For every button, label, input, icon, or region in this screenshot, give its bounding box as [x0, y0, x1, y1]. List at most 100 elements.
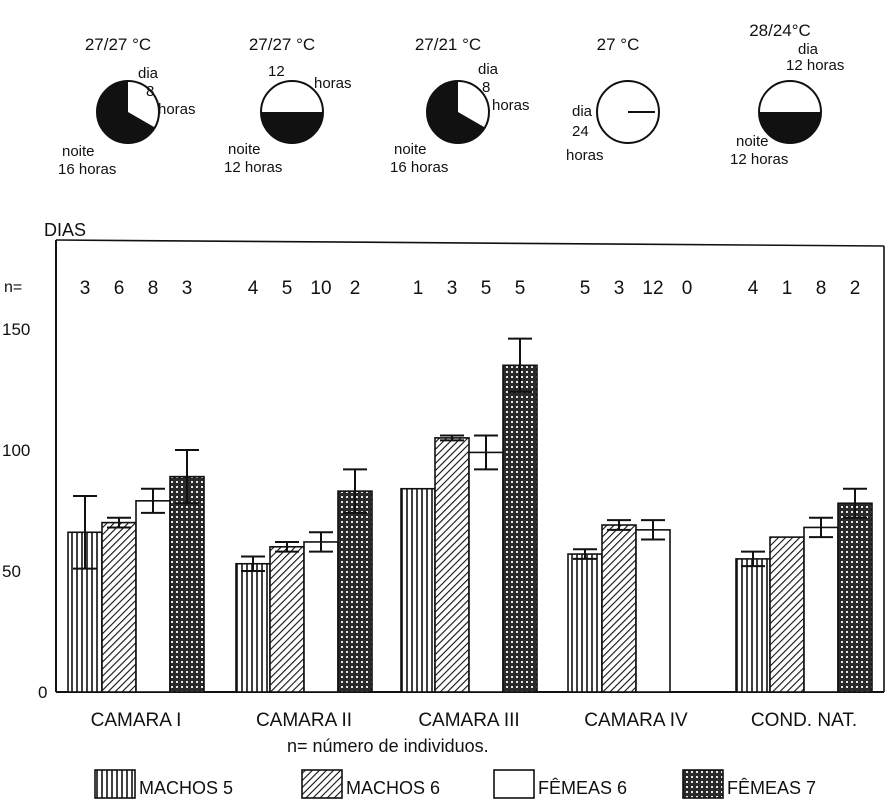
n-value: 3	[80, 278, 91, 299]
photoperiod-panel: 27/27 °C	[85, 35, 160, 144]
bar	[635, 529, 671, 693]
y-tick-label: 100	[2, 441, 30, 460]
bar	[400, 487, 436, 693]
day-label: dia	[478, 61, 499, 78]
y-ticks: 0 50 100 150	[2, 320, 47, 702]
n-value: 10	[310, 278, 331, 299]
y-axis-label: DIAS	[44, 220, 86, 240]
photoperiod-temperature: 27/21 °C	[415, 35, 481, 54]
night-sector	[426, 81, 485, 144]
bar	[601, 524, 637, 693]
day-hours: 12 horas	[786, 57, 844, 74]
legend-swatch	[301, 769, 343, 799]
legend-label: FÊMEAS 7	[727, 778, 816, 798]
day-hours: 24	[572, 123, 589, 140]
day-label: dia	[572, 103, 593, 120]
day-hours: 12	[268, 63, 285, 80]
bar	[337, 490, 373, 693]
n-value: 1	[413, 278, 424, 299]
bar	[303, 541, 339, 693]
photoperiod-panel: 27/21 °C	[415, 35, 490, 144]
n-values-row: 3 6 8 3 4 5 10 2 1 3 5 5 5 3 12 0 4 1 8 2	[80, 278, 861, 299]
bars	[67, 364, 873, 693]
legend-swatch	[682, 769, 724, 799]
n-value: 5	[515, 278, 526, 299]
photoperiod-panel: 27/27 °C	[249, 35, 324, 144]
night-hours: 16 horas	[58, 161, 116, 178]
n-value: 2	[350, 278, 361, 299]
photoperiod-temperature: 27 °C	[597, 35, 640, 54]
n-value: 6	[114, 278, 125, 299]
bar	[735, 558, 771, 693]
y-tick-label: 0	[38, 683, 47, 702]
legend: MACHOS 5 MACHOS 6 FÊMEAS 6 FÊMEAS 7	[94, 769, 816, 799]
bar	[837, 502, 873, 693]
night-hours: 12 horas	[730, 151, 788, 168]
n-value: 2	[850, 278, 861, 299]
legend-swatch	[94, 769, 136, 799]
day-hours: 8	[146, 83, 154, 100]
day-label: dia	[138, 65, 159, 82]
day-label: dia	[798, 41, 819, 58]
n-value: 8	[816, 278, 827, 299]
category-label: CAMARA II	[256, 710, 352, 731]
category-label: CAMARA IV	[584, 710, 688, 731]
error-bars	[73, 337, 867, 572]
n-value: 5	[481, 278, 492, 299]
n-value: 12	[642, 278, 663, 299]
day-unit: horas	[492, 97, 530, 114]
y-tick-label: 50	[2, 562, 21, 581]
photoperiod-temperature: 28/24°C	[749, 21, 811, 40]
bar	[502, 364, 538, 693]
bar	[101, 521, 137, 693]
n-value: 1	[782, 278, 793, 299]
night-label: noite	[228, 141, 261, 158]
bar	[468, 451, 504, 693]
bar	[769, 536, 805, 693]
night-sector	[97, 81, 155, 143]
bar	[803, 526, 839, 693]
n-value: 8	[148, 278, 159, 299]
day-unit: horas	[566, 147, 604, 164]
category-labels: CAMARA I CAMARA II CAMARA III CAMARA IV COND…	[91, 710, 858, 731]
bar	[434, 437, 470, 693]
day-hours: 8	[482, 79, 490, 96]
n-value: 0	[682, 278, 693, 299]
n-value: 5	[282, 278, 293, 299]
legend-label: MACHOS 6	[346, 778, 440, 798]
legend-swatch	[493, 769, 535, 799]
n-value: 3	[182, 278, 193, 299]
photoperiod-temperature: 27/27 °C	[249, 35, 315, 54]
y-tick-label: 150	[2, 320, 30, 339]
bar	[235, 562, 271, 693]
photoperiod-panels: 27/27 °C 27/27 °C 27/21 °C 27 °C28/24°Cdia8…	[58, 21, 844, 178]
category-label: CAMARA III	[418, 710, 519, 731]
day-unit: horas	[158, 101, 196, 118]
bar	[169, 475, 205, 693]
night-label: noite	[736, 133, 769, 150]
category-label: COND. NAT.	[751, 710, 857, 731]
bar	[567, 553, 603, 693]
category-label: CAMARA I	[91, 710, 182, 731]
night-hours: 12 horas	[224, 159, 282, 176]
night-label: noite	[394, 141, 427, 158]
bar	[135, 500, 171, 693]
night-label: noite	[62, 143, 95, 160]
night-hours: 16 horas	[390, 159, 448, 176]
photoperiod-panel: 28/24°C	[749, 21, 822, 144]
n-value: 3	[447, 278, 458, 299]
photoperiod-panel: 27 °C	[596, 35, 660, 144]
n-value: 5	[580, 278, 591, 299]
legend-label: FÊMEAS 6	[538, 778, 627, 798]
plot-top-border	[55, 239, 885, 247]
n-value: 4	[748, 278, 759, 299]
photoperiod-temperature: 27/27 °C	[85, 35, 151, 54]
footnote: n= número de individuos.	[287, 736, 489, 756]
n-row-label: n=	[4, 279, 22, 296]
day-unit: horas	[314, 75, 352, 92]
n-value: 4	[248, 278, 259, 299]
bar	[269, 545, 305, 693]
legend-label: MACHOS 5	[139, 778, 233, 798]
night-sector	[261, 112, 323, 143]
